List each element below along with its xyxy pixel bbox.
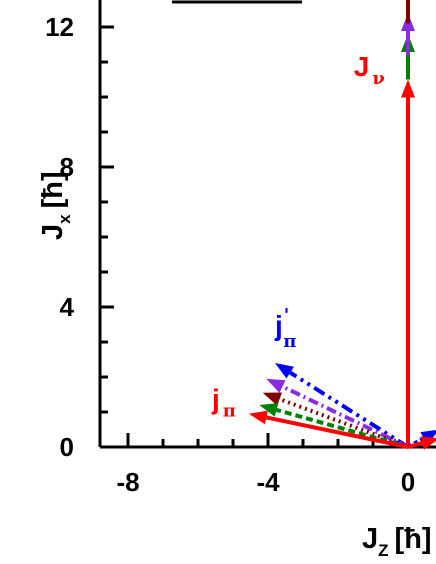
y-tick-label: 8	[60, 152, 74, 182]
series-vector-1	[281, 384, 409, 449]
series-arrowhead-10	[420, 436, 436, 450]
series-arrowhead-4	[248, 410, 268, 425]
x-tick-label: -8	[116, 467, 139, 497]
series-vector-0	[289, 370, 410, 449]
series-arrowhead-3	[259, 403, 279, 417]
series-vector-4	[265, 415, 409, 449]
annotation-1: j' π	[274, 305, 296, 352]
y-tick-label: 0	[60, 432, 74, 462]
series-vector-2	[278, 397, 409, 449]
y-axis-title: Jx[ħ]	[37, 171, 74, 240]
y-tick-label: 4	[60, 292, 75, 322]
x-tick-label: -4	[256, 467, 280, 497]
axes	[98, 0, 436, 449]
tick-labels: -8 -4 0 0 4 8 12	[45, 12, 415, 497]
series-layer	[248, 0, 436, 450]
series-arrowhead-5	[401, 79, 415, 98]
y-tick-label: 12	[45, 12, 74, 42]
x-tick-label: 0	[401, 467, 415, 497]
series-arrowhead-2	[262, 392, 283, 406]
series-vector-10	[407, 441, 423, 449]
x-axis-title: JZ [ħ]	[362, 523, 432, 560]
series-arrowhead-1	[266, 378, 286, 393]
series-arrowhead-0	[275, 363, 294, 379]
